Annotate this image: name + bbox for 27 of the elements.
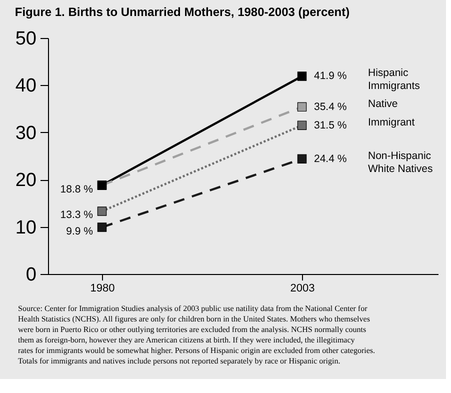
point	[97, 206, 107, 216]
y-tick-label: 10	[15, 217, 36, 238]
data-label: 41.9 %	[314, 70, 347, 82]
text: Immigrant	[368, 116, 415, 128]
x-tick-label: 2003	[290, 282, 315, 294]
y-tick-label: 40	[15, 76, 36, 97]
data-label: 31.5 %	[314, 119, 347, 132]
x-tick-label: 1980	[90, 282, 115, 294]
point	[297, 72, 307, 81]
y-tick-label: 0	[26, 264, 36, 286]
text: Native	[368, 98, 398, 110]
data-label: 9.9 %	[66, 225, 93, 238]
data-label: 18.8 %	[60, 183, 93, 196]
text: Hispanic Immigrants	[368, 67, 420, 92]
data-label: 35.4 %	[314, 100, 347, 113]
y-tick-label: 30	[15, 122, 36, 144]
chart-title: Figure 1. Births to Unmarried Mothers, 1980-2003 (percent)	[14, 5, 350, 19]
y-tick-label: 50	[15, 28, 36, 50]
point	[297, 120, 307, 130]
text: Non-Hispanic White Natives	[368, 150, 433, 175]
data-label: 24.4 %	[314, 152, 347, 165]
source-note: Source: Center for Immigration Studies analysis of 2003 public use natility data from the National Center for Health Statistics (NCHS). All figures are only for children born in the United States. Mothers who themselves were born in Puerto Rico or other outlying territories are excluded from the analysis. NCHS normally counts them as foreign-born, however they are American citizens at birth. If they were included, the illegitimacy rates for immigrants would be somewhat higher. Persons of Hispanic origin are excluded from other categories. Totals for immigrants and natives include persons not reported separately by race or Hispanic origin.	[18, 304, 376, 366]
data-label: 13.3 %	[60, 209, 93, 222]
point	[297, 154, 307, 164]
point	[297, 102, 307, 112]
point	[97, 222, 107, 232]
y-tick-label: 20	[15, 170, 36, 192]
